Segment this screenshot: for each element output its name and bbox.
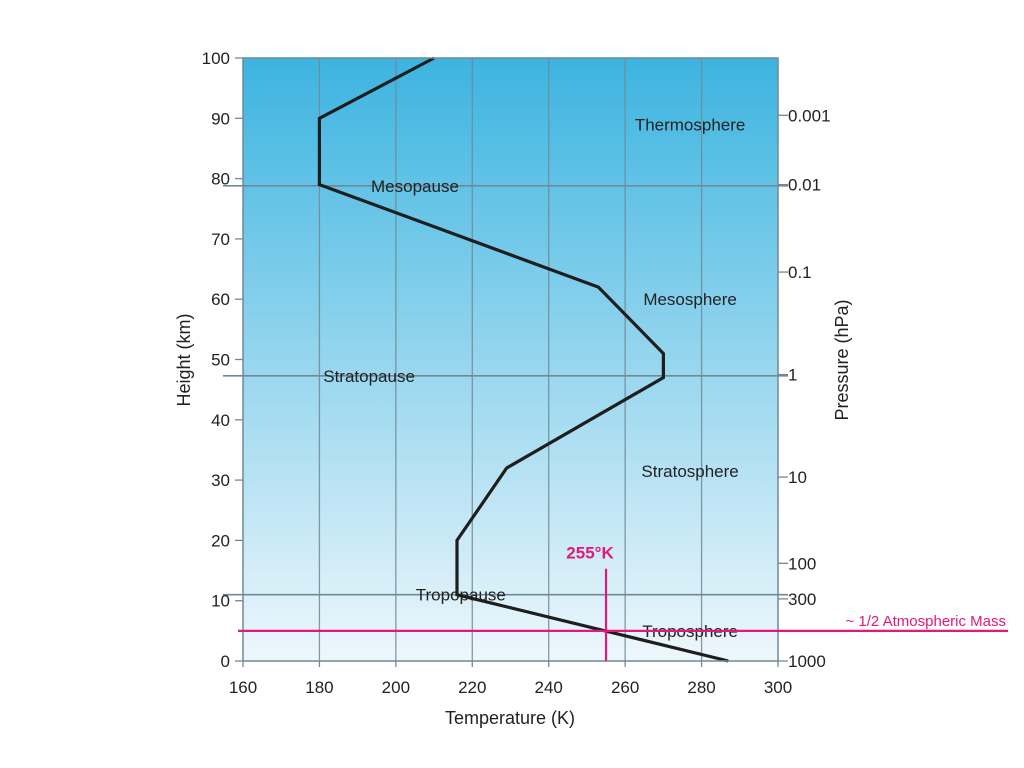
x-tick-label: 300 [764,678,792,697]
y-tick-label: 20 [211,531,230,550]
grid [318,58,703,661]
y-axis-ticks: 0 10 20 30 40 50 60 70 80 90 100 [202,49,243,671]
y-tick-label: 30 [211,471,230,490]
half-mass-label: ~ 1/2 Atmospheric Mass [846,613,1007,630]
pressure-tick-label: 300 [788,590,816,609]
region-label: Thermosphere [635,115,746,134]
x-tick-label: 220 [458,678,486,697]
y-tick-label: 50 [211,351,230,370]
plot-area [243,58,778,661]
x-tick-label: 260 [611,678,639,697]
y-tick-label: 80 [211,170,230,189]
pressure-axis-ticks: 0.001 0.01 0.1 1 10 100 300 1000 [778,106,831,671]
x-tick-label: 240 [535,678,563,697]
y-tick-label: 100 [202,49,230,68]
x-axis-ticks: 160 180 200 220 240 260 280 300 [229,661,792,697]
region-labels: ThermosphereMesosphereStratosphereTropos… [635,115,746,641]
region-label: Stratosphere [641,462,738,481]
pressure-axis-label: Pressure (hPa) [832,299,852,420]
boundary-label: Mesopause [371,177,459,196]
y-tick-label: 60 [211,290,230,309]
annotations: ~ 1/2 Atmospheric Mass 255°K [238,544,1008,661]
region-label: Mesosphere [643,290,737,309]
y-tick-label: 40 [211,411,230,430]
x-tick-label: 160 [229,678,257,697]
y-tick-label: 0 [221,652,230,671]
x-tick-label: 280 [687,678,715,697]
pressure-tick-label: 0.01 [788,176,821,195]
y-tick-label: 70 [211,230,230,249]
temperature-profile [317,56,729,663]
x-tick-label: 180 [305,678,333,697]
pressure-tick-label: 1000 [788,652,826,671]
y-tick-label: 90 [211,109,230,128]
boundary-label: Stratopause [323,367,415,386]
x-axis-label: Temperature (K) [445,708,575,728]
pressure-tick-label: 100 [788,554,816,573]
pressure-tick-label: 10 [788,468,807,487]
pressure-tick-label: 1 [788,366,797,385]
y-axis-label: Height (km) [174,313,194,406]
y-tick-label: 10 [211,592,230,611]
x-tick-label: 200 [382,678,410,697]
pressure-tick-label: 0.1 [788,263,812,282]
temp-255-label: 255°K [566,544,614,563]
temperature-profile-line [317,56,729,663]
pressure-tick-label: 0.001 [788,106,831,125]
